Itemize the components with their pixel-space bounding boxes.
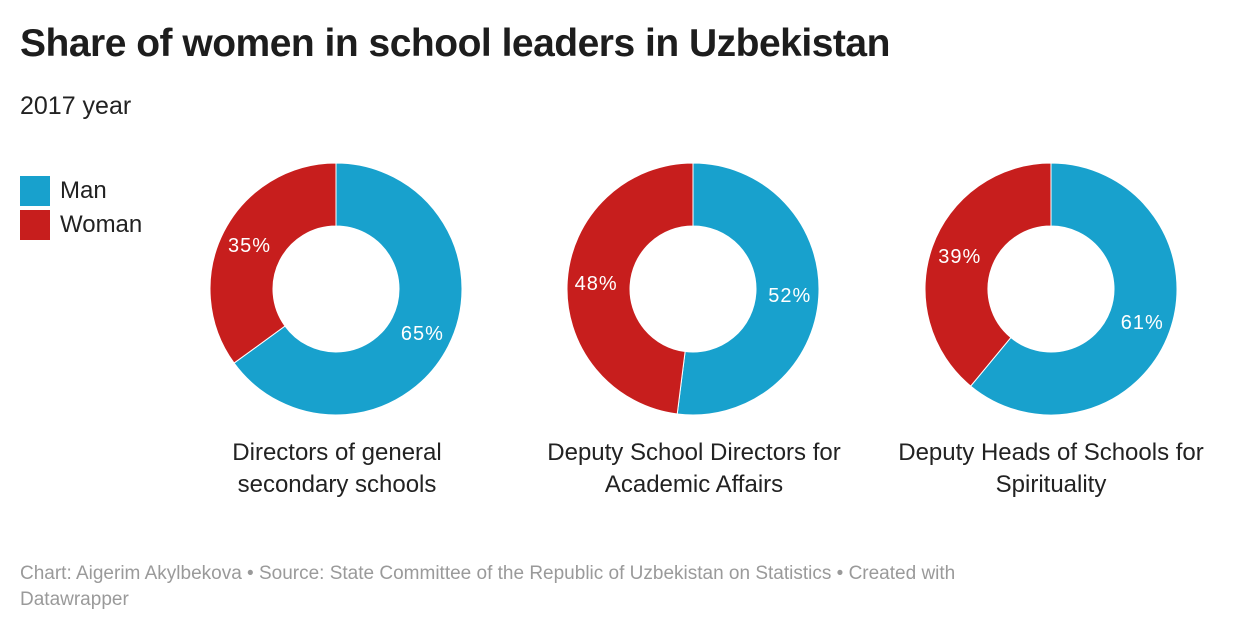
chart-subtitle: 2017 year	[20, 92, 132, 120]
footer-credit: Chart: Aigerim Akylbekova • Source: Stat…	[20, 563, 956, 610]
legend: Man Woman	[20, 174, 142, 242]
legend-label-man: Man	[60, 177, 107, 204]
donut-caption-spirituality: Deputy Heads of Schools for Spirituality	[898, 439, 1204, 498]
donut-0-label-woman: 35%	[228, 235, 271, 257]
donut-2-label-man: 61%	[1121, 312, 1164, 334]
legend-swatch-woman	[20, 210, 50, 240]
donut-1-label-man: 52%	[768, 285, 811, 307]
donut-caption-directors: Directors of general secondary schools	[232, 439, 442, 498]
donut-2-label-woman: 39%	[938, 246, 981, 268]
legend-label-woman: Woman	[60, 211, 143, 238]
donut-1-slice-woman	[566, 162, 694, 415]
legend-item-man: Man	[20, 174, 142, 208]
donut-0-slice-man	[233, 162, 463, 416]
donut-0-label-man: 65%	[401, 323, 444, 345]
donut-1-slice-man	[676, 162, 820, 416]
donut-0-slice-woman	[209, 162, 337, 364]
donut-1-label-woman: 48%	[575, 273, 618, 295]
donut-caption-academic: Deputy School Directors for Academic Aff…	[547, 439, 841, 498]
donut-2-slice-woman	[924, 162, 1052, 387]
chart-title: Share of women in school leaders in Uzbe…	[20, 22, 890, 65]
legend-item-woman: Woman	[20, 208, 142, 242]
donut-2-slice-man	[969, 162, 1178, 416]
legend-swatch-man	[20, 176, 50, 206]
